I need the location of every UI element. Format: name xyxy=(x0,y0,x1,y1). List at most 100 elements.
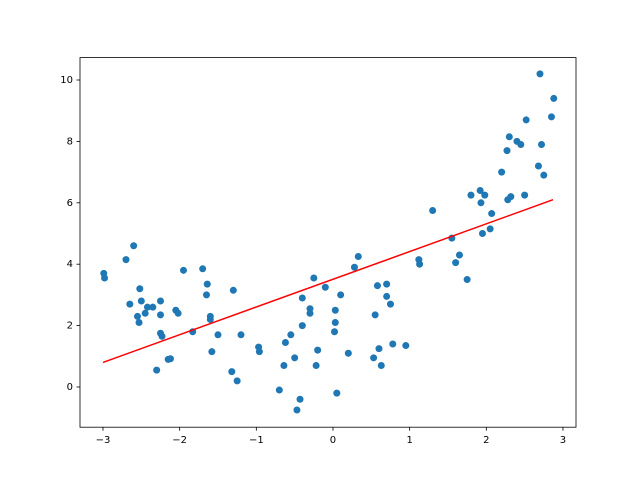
scatter-point xyxy=(377,361,385,369)
scatter-point xyxy=(174,309,182,317)
scatter-point xyxy=(101,274,109,282)
scatter-point xyxy=(521,191,529,199)
scatter-point xyxy=(344,349,352,357)
scatter-point xyxy=(503,147,511,155)
scatter-point xyxy=(481,191,489,199)
scatter-point xyxy=(467,191,475,199)
scatter-point xyxy=(135,319,143,327)
scatter-point xyxy=(331,328,339,336)
scatter-point xyxy=(354,253,362,261)
scatter-point xyxy=(550,94,558,102)
scatter-point xyxy=(133,312,141,320)
scatter-point xyxy=(389,340,397,348)
fit-line xyxy=(102,199,554,364)
scatter-point xyxy=(321,283,329,291)
scatter-point xyxy=(371,311,379,319)
scatter-point xyxy=(206,315,214,323)
scatter-point xyxy=(291,354,299,362)
x-tick-label: −3 xyxy=(96,435,111,446)
scatter-point xyxy=(126,300,134,308)
scatter-point xyxy=(507,193,515,201)
scatter-point xyxy=(547,113,555,121)
scatter-point xyxy=(130,242,138,250)
scatter-point xyxy=(296,395,304,403)
scatter-point xyxy=(143,303,151,311)
scatter-point xyxy=(149,303,157,311)
scatter-point xyxy=(455,251,463,259)
scatter-point xyxy=(214,331,222,339)
scatter-point xyxy=(488,210,496,218)
scatter-point xyxy=(331,319,339,327)
scatter-point xyxy=(237,331,245,339)
scatter-point xyxy=(476,187,484,195)
x-tick-label: 3 xyxy=(560,435,566,446)
scatter-point xyxy=(228,368,236,376)
scatter-point xyxy=(293,406,301,414)
scatter-point xyxy=(275,386,283,394)
scatter-point xyxy=(386,300,394,308)
scatter-point xyxy=(136,285,144,293)
scatter-point xyxy=(536,70,544,78)
scatter-point xyxy=(429,206,437,214)
scatter-point xyxy=(199,265,207,273)
scatter-point xyxy=(156,311,164,319)
scatter-point xyxy=(179,266,187,274)
y-tick-label: 2 xyxy=(67,321,73,332)
scatter-point xyxy=(463,276,471,284)
scatter-point xyxy=(402,342,410,350)
scatter-point xyxy=(416,260,424,268)
scatter-point xyxy=(141,309,149,317)
y-tick-label: 8 xyxy=(67,136,73,147)
scatter-point xyxy=(540,171,548,179)
y-tick-label: 0 xyxy=(67,382,73,393)
scatter-point xyxy=(333,389,341,397)
scatter-point xyxy=(298,322,306,330)
scatter-point xyxy=(522,116,530,124)
scatter-point xyxy=(156,297,164,305)
scatter-point xyxy=(383,280,391,288)
scatter-point xyxy=(517,140,525,148)
y-tick-label: 6 xyxy=(67,198,73,209)
scatter-point xyxy=(538,140,546,148)
scatter-point xyxy=(337,291,345,299)
scatter-point xyxy=(350,263,358,271)
scatter-point xyxy=(331,306,339,314)
scatter-point xyxy=(478,229,486,237)
scatter-point xyxy=(229,286,237,294)
scatter-point xyxy=(203,280,211,288)
scatter-point xyxy=(373,282,381,290)
scatter-point xyxy=(137,297,145,305)
scatter-point xyxy=(370,354,378,362)
scatter-point xyxy=(298,294,306,302)
x-tick-label: 0 xyxy=(330,435,336,446)
scatter-point xyxy=(312,361,320,369)
scatter-point xyxy=(255,348,263,356)
scatter-point xyxy=(486,225,494,233)
scatter-point xyxy=(166,355,174,363)
scatter-point xyxy=(287,331,295,339)
x-tick-label: 1 xyxy=(406,435,412,446)
scatter-point xyxy=(534,162,542,170)
x-tick-label: 2 xyxy=(483,435,489,446)
scatter-point xyxy=(208,348,216,356)
scatter-point xyxy=(498,168,506,176)
scatter-point xyxy=(281,338,289,346)
scatter-point xyxy=(383,292,391,300)
scatter-point xyxy=(280,361,288,369)
scatter-point xyxy=(233,377,241,385)
scatter-point xyxy=(505,133,513,141)
scatter-point xyxy=(153,366,161,374)
scatter-point xyxy=(306,305,314,313)
scatter-point xyxy=(122,256,130,264)
scatter-point xyxy=(310,274,318,282)
y-tick-label: 4 xyxy=(67,259,73,270)
scatter-point xyxy=(375,345,383,353)
scatter-point xyxy=(202,291,210,299)
scatter-point xyxy=(477,199,485,207)
scatter-point xyxy=(452,259,460,267)
x-tick-label: −2 xyxy=(172,435,187,446)
y-tick-label: 10 xyxy=(60,75,73,86)
scatter-point xyxy=(158,332,166,340)
